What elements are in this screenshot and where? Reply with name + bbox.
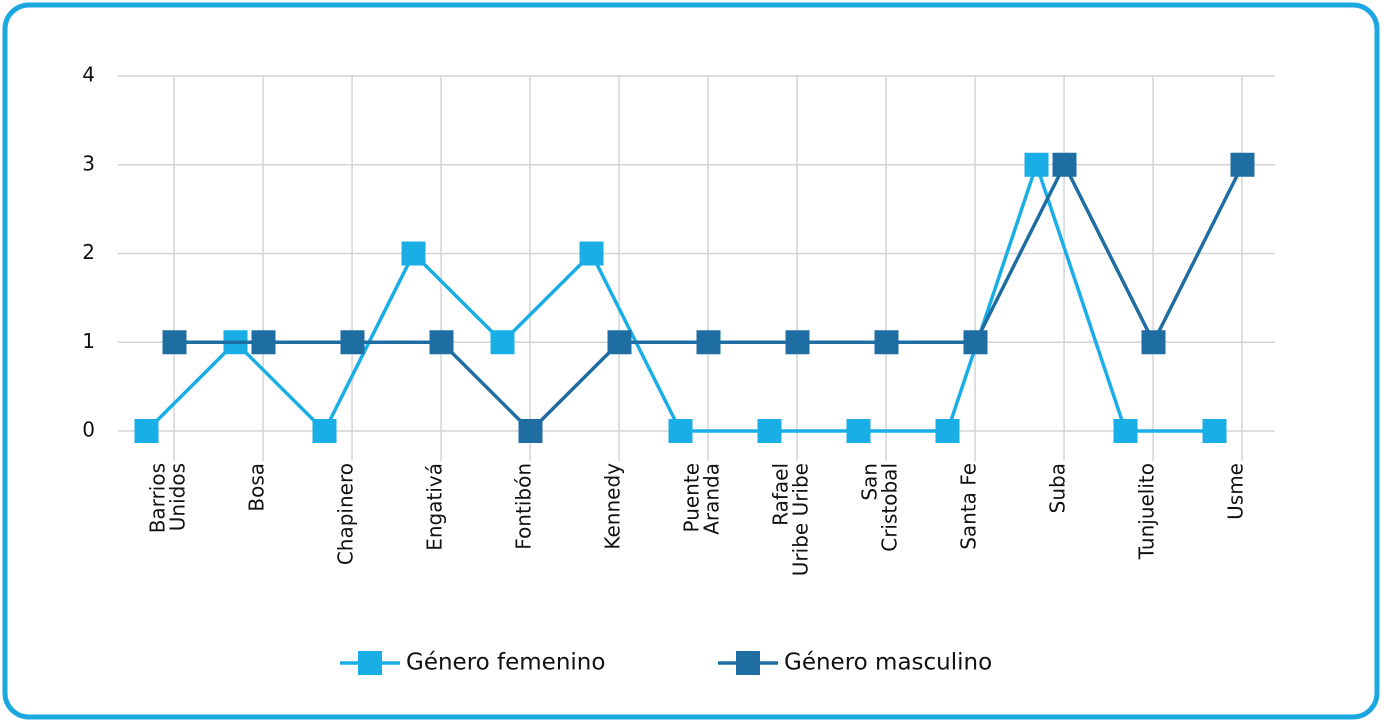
point-marker [785, 330, 810, 355]
point-marker [1141, 330, 1166, 355]
point-marker [251, 330, 276, 355]
x-tick-label: Kennedy [600, 463, 624, 550]
point-marker [963, 330, 988, 355]
point-marker [668, 419, 693, 443]
point-marker [312, 419, 337, 443]
point-marker [401, 241, 426, 266]
x-tick-label: Usme [1223, 463, 1247, 520]
point-marker [607, 330, 632, 355]
point-marker [1024, 152, 1049, 177]
x-tick-label: PuenteAranda [679, 463, 723, 535]
x-tick-label: Chapinero [333, 463, 357, 565]
point-marker [340, 330, 365, 355]
point-marker [757, 419, 782, 443]
point-marker [162, 330, 187, 355]
x-tick-label: SanCristobal [857, 463, 901, 552]
x-tick-label: RafaelUribe Uribe [768, 463, 812, 576]
x-tick-label: Tunjuelito [1134, 463, 1158, 560]
point-marker [518, 419, 543, 443]
legend-marker [358, 651, 382, 675]
point-marker [1202, 419, 1227, 443]
x-tick-label: Santa Fe [956, 463, 980, 550]
y-tick-label: 4 [82, 63, 95, 87]
point-marker [134, 419, 159, 443]
x-tick-label: Bosa [244, 463, 268, 512]
point-marker [1113, 419, 1138, 443]
point-marker [1052, 152, 1077, 177]
y-tick-label: 3 [82, 151, 95, 175]
x-tick-label: Fontibón [511, 463, 535, 550]
legend-label: Género masculino [784, 650, 992, 676]
legend-marker [736, 651, 760, 675]
x-tick-label: Engativá [422, 463, 446, 551]
y-tick-label: 2 [82, 240, 95, 264]
point-marker [935, 419, 960, 443]
y-tick-label: 0 [82, 418, 95, 442]
x-tick-label: BarriosUnidos [145, 463, 189, 533]
point-marker [696, 330, 721, 355]
point-marker [846, 419, 871, 443]
point-marker [579, 241, 604, 266]
legend-label: Género femenino [406, 650, 605, 676]
point-marker [490, 330, 515, 355]
point-marker [1230, 152, 1255, 177]
point-marker [429, 330, 454, 355]
x-tick-label: Suba [1045, 463, 1069, 513]
y-tick-label: 1 [82, 329, 95, 353]
point-marker [874, 330, 899, 355]
